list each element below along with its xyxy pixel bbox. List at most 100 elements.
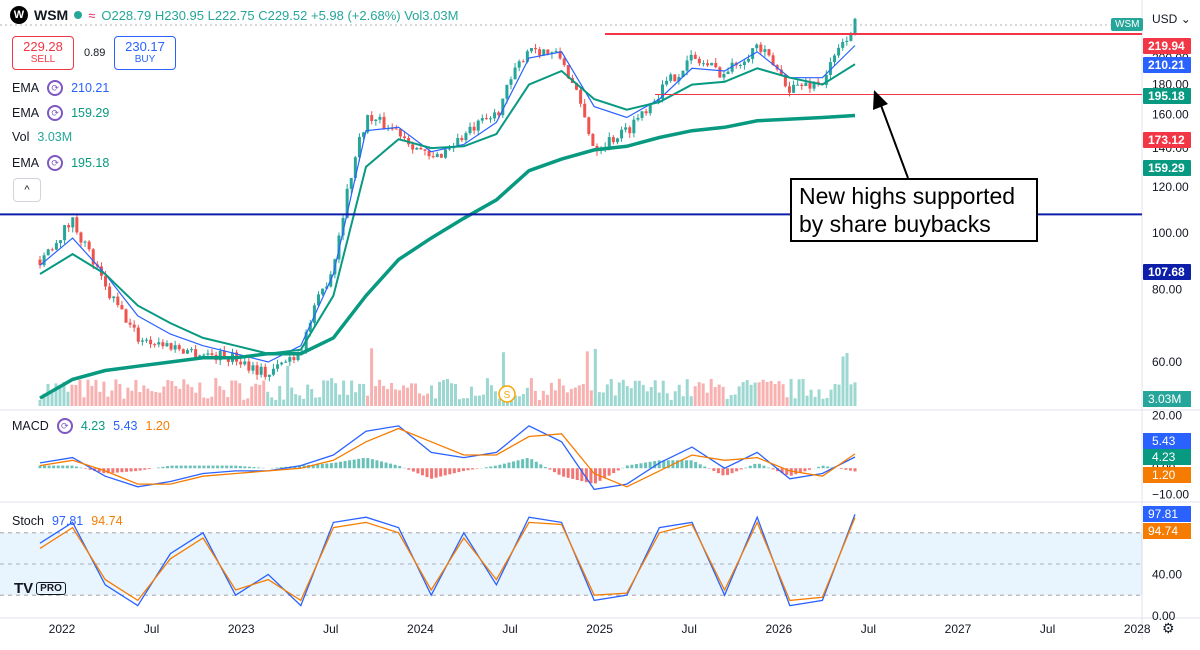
macd-hist-bar bbox=[471, 468, 475, 470]
macd-hist-bar bbox=[716, 468, 720, 474]
volume-bar bbox=[118, 383, 122, 406]
currency-selector[interactable]: USD ⌄ bbox=[1152, 12, 1191, 26]
macd-hist-bar bbox=[712, 468, 716, 471]
volume-bar bbox=[134, 380, 138, 406]
volume-bar bbox=[553, 390, 557, 406]
candle-body bbox=[194, 349, 198, 357]
compare-icon[interactable]: ≈ bbox=[88, 7, 96, 23]
candle-body bbox=[824, 74, 828, 85]
candle-body bbox=[222, 350, 226, 360]
candle-body bbox=[685, 60, 689, 71]
macd-hist-bar bbox=[452, 468, 456, 474]
collapse-legend-button[interactable]: ^ bbox=[13, 178, 41, 202]
sell-button[interactable]: 229.28 SELL bbox=[12, 36, 74, 70]
macd-hist-bar bbox=[830, 467, 834, 469]
volume-bar bbox=[162, 386, 166, 406]
volume-bar bbox=[178, 388, 182, 406]
settings-cycle-icon[interactable]: ⟳ bbox=[47, 155, 64, 171]
buy-button[interactable]: 230.17 BUY bbox=[114, 36, 176, 70]
stoch-axis-tag-label: 97.81 bbox=[1148, 507, 1178, 521]
candle-body bbox=[247, 361, 251, 371]
candle-body bbox=[636, 117, 640, 120]
candle-body bbox=[284, 361, 288, 363]
volume-bar bbox=[54, 383, 58, 406]
volume-bar bbox=[374, 386, 378, 406]
volume-bar bbox=[146, 388, 150, 406]
settings-cycle-icon[interactable]: ⟳ bbox=[47, 80, 64, 96]
volume-bar bbox=[366, 395, 370, 406]
volume-bar bbox=[653, 380, 657, 406]
volume-bar bbox=[773, 384, 777, 406]
candle-body bbox=[374, 119, 378, 121]
macd-legend[interactable]: MACD ⟳ 4.23 5.43 1.20 bbox=[12, 418, 170, 434]
settings-gear-icon[interactable]: ⚙ bbox=[1162, 620, 1175, 636]
volume-bar bbox=[338, 394, 342, 406]
macd-hist-bar bbox=[393, 464, 397, 469]
candle-body bbox=[153, 344, 157, 346]
volume-bar bbox=[190, 387, 194, 406]
price-axis-tag bbox=[1143, 160, 1191, 176]
volume-bar bbox=[657, 392, 661, 406]
candle-body bbox=[669, 74, 673, 81]
candle-body bbox=[476, 120, 480, 131]
x-tick-label: 2025 bbox=[586, 622, 613, 636]
macd-hist-bar bbox=[575, 468, 579, 480]
candle-body bbox=[771, 55, 775, 66]
macd-hist-bar bbox=[389, 463, 393, 469]
y-tick-label: 160.00 bbox=[1152, 107, 1189, 121]
volume-bar bbox=[94, 379, 98, 406]
indicator-ema-fast[interactable]: EMA ⟳ 210.21 bbox=[12, 80, 109, 96]
candle-body bbox=[431, 156, 435, 158]
price-axis-tag-label: 159.29 bbox=[1148, 161, 1185, 175]
settings-cycle-icon[interactable]: ⟳ bbox=[47, 105, 64, 121]
volume-bar bbox=[533, 390, 537, 406]
candle-body bbox=[845, 40, 849, 43]
macd-hist-bar bbox=[225, 465, 229, 469]
volume-bar bbox=[677, 384, 681, 406]
volume-bar bbox=[402, 385, 406, 406]
price-axis-tag-label: 173.12 bbox=[1148, 133, 1185, 147]
candle-body bbox=[722, 74, 726, 78]
macd-hist-bar bbox=[603, 468, 607, 479]
annotation-callout[interactable]: New highs supported by share buybacks bbox=[790, 178, 1038, 242]
volume-bar bbox=[485, 378, 489, 406]
volume-bar bbox=[797, 379, 801, 406]
candle-body bbox=[50, 249, 54, 251]
macd-hist-bar bbox=[79, 467, 83, 469]
volume-bar bbox=[138, 391, 142, 406]
symbol-name[interactable]: WSM bbox=[34, 7, 69, 23]
indicator-ema-slow[interactable]: EMA ⟳ 159.29 bbox=[12, 105, 109, 121]
macd-axis-tag-label: 4.23 bbox=[1152, 450, 1176, 464]
volume-bar bbox=[218, 386, 222, 406]
macd-hist-bar bbox=[243, 466, 247, 469]
volume-bar bbox=[422, 395, 426, 406]
volume-bar bbox=[214, 378, 218, 406]
indicator-ema-mid[interactable]: EMA ⟳ 195.18 bbox=[12, 155, 109, 171]
currency-label: USD bbox=[1152, 12, 1178, 26]
macd-axis-tag bbox=[1143, 449, 1191, 465]
ema-line bbox=[39, 63, 856, 355]
stoch-d-line bbox=[39, 517, 856, 602]
macd-hist-bar bbox=[361, 458, 365, 469]
volume-bar bbox=[258, 384, 262, 406]
indicator-value: 3.03M bbox=[37, 130, 73, 144]
candle-body bbox=[104, 275, 108, 287]
settings-cycle-icon[interactable]: ⟳ bbox=[56, 418, 73, 434]
candle-body bbox=[157, 342, 161, 345]
volume-bar bbox=[837, 384, 841, 406]
volume-bar bbox=[414, 383, 418, 406]
candle-body bbox=[689, 54, 693, 61]
indicator-volume[interactable]: Vol 3.03M bbox=[12, 130, 72, 144]
ohlc-readout: O228.79 H230.95 L222.75 C229.52 +5.98 (+… bbox=[101, 7, 459, 23]
stoch-legend[interactable]: Stoch 97.81 94.74 bbox=[12, 514, 123, 528]
macd-hist-bar bbox=[461, 468, 465, 471]
volume-bar bbox=[266, 391, 270, 406]
stoch-title: Stoch bbox=[12, 514, 44, 528]
volume-bar bbox=[246, 398, 250, 406]
volume-bar bbox=[501, 352, 505, 406]
macd-hist-bar bbox=[512, 461, 516, 469]
candle-body bbox=[640, 111, 644, 118]
macd-hist-bar bbox=[275, 467, 279, 469]
candle-body bbox=[255, 365, 259, 375]
